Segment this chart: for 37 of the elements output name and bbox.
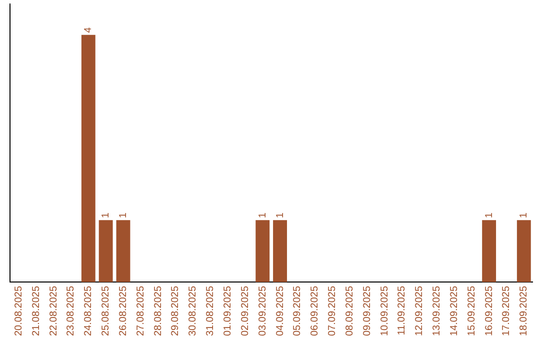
x-tick-label: 09.09.2025 — [362, 286, 373, 336]
x-tick-label: 17.09.2025 — [501, 286, 512, 336]
x-tick-label: 23.08.2025 — [66, 286, 77, 336]
x-tick-label: 08.09.2025 — [344, 286, 356, 336]
x-tick-label: 16.09.2025 — [484, 286, 495, 336]
data-label: 4 — [83, 26, 94, 33]
x-tick-label: 25.08.2025 — [100, 286, 112, 336]
x-tick-label: 18.09.2025 — [518, 286, 530, 336]
data-label: 1 — [274, 212, 286, 218]
x-tick-label: 07.09.2025 — [327, 286, 338, 336]
data-label: 1 — [257, 212, 268, 218]
x-tick-label: 30.08.2025 — [188, 286, 199, 336]
x-tick-label: 03.09.2025 — [257, 286, 268, 336]
x-tick-label: 13.09.2025 — [432, 286, 443, 336]
x-tick-label: 22.08.2025 — [48, 286, 60, 336]
x-tick-label: 11.09.2025 — [396, 286, 408, 336]
x-tick-label: 31.08.2025 — [205, 286, 216, 336]
x-tick-label: 12.09.2025 — [414, 286, 426, 336]
x-tick-label: 02.09.2025 — [240, 286, 251, 336]
x-tick-label: 26.08.2025 — [118, 286, 129, 336]
x-tick-label: 29.08.2025 — [170, 286, 182, 336]
data-label: 1 — [118, 212, 129, 218]
x-tick-label: 20.08.2025 — [13, 286, 24, 336]
x-tick-label: 24.08.2025 — [83, 286, 94, 336]
x-tick-label: 15.09.2025 — [466, 286, 478, 336]
x-tick-label: 01.09.2025 — [222, 286, 234, 336]
x-tick-label: 27.08.2025 — [135, 286, 146, 336]
x-tick-label: 10.09.2025 — [379, 286, 390, 336]
x-tick-label: 28.08.2025 — [152, 286, 164, 336]
data-label: 1 — [484, 212, 495, 218]
x-tick-label: 14.09.2025 — [448, 286, 460, 336]
data-label: 1 — [100, 212, 112, 218]
x-tick-label: 21.08.2025 — [30, 286, 42, 336]
data-label: 1 — [518, 212, 530, 218]
x-tick-label: 04.09.2025 — [274, 286, 286, 336]
x-tick-label: 05.09.2025 — [292, 286, 304, 336]
x-tick-label: 06.09.2025 — [310, 286, 321, 336]
